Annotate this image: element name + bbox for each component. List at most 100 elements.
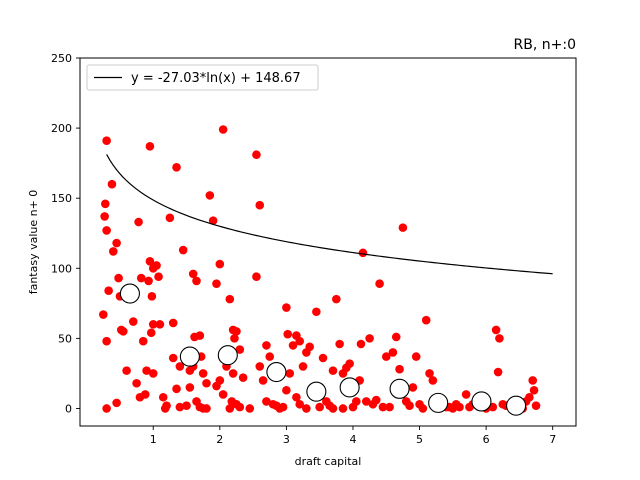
data-point-48 [185,383,195,392]
data-point-117 [345,359,354,368]
plot-area [80,58,576,426]
legend: y = -27.03*ln(x) + 148.67 [86,64,319,91]
data-point-113 [332,294,341,304]
data-point-29 [154,272,163,282]
data-point-49 [188,269,198,279]
data-point-69 [230,334,239,343]
data-point-149 [461,390,471,399]
bin-mean-markers [119,283,527,416]
y-axis-label: fantasy value n+ 0 [27,190,40,295]
data-point-16 [102,404,111,413]
data-point-39 [165,213,175,223]
data-point-118 [328,404,338,413]
x-axis: 1 2 3 4 5 6 7 [150,426,556,446]
data-point-94 [283,329,293,339]
data-point-112 [328,366,338,375]
x-axis-label: draft capital [295,455,362,468]
data-point-72 [228,369,238,378]
data-point-62 [208,216,218,225]
data-point-133 [395,364,404,374]
data-point-154 [491,325,501,335]
data-point-90 [255,362,265,371]
bin-mean-marker-6 [389,378,410,399]
data-point-2 [100,212,109,221]
data-point-46 [175,402,185,412]
data-point-64 [215,259,225,269]
data-point-73 [235,345,245,354]
data-point-42 [168,318,178,328]
data-point-18 [132,378,141,388]
data-point-30 [148,320,158,329]
bin-mean-marker-2 [217,345,238,366]
data-point-6 [108,247,118,256]
data-point-83 [255,200,265,210]
data-point-140 [418,404,428,413]
data-point-169 [451,399,461,409]
y-tick-label-100: 100 [51,262,72,275]
data-point-102 [292,392,301,402]
data-point-44 [175,362,185,371]
data-point-50 [192,276,201,286]
data-point-5 [112,238,121,248]
data-point-175 [278,402,288,412]
data-point-134 [398,223,408,232]
data-point-109 [318,353,328,363]
data-point-95 [288,341,298,350]
bin-mean-marker-4 [306,381,327,402]
data-point-100 [285,369,295,378]
data-point-85 [262,341,271,350]
data-point-163 [528,376,538,385]
data-point-107 [312,307,321,317]
data-point-33 [142,366,151,375]
data-point-82 [252,150,261,160]
data-point-32 [155,320,165,329]
data-point-86 [265,352,275,361]
data-point-0 [102,136,111,146]
data-point-176 [245,404,255,413]
data-point-101 [282,385,291,395]
data-point-47 [182,401,191,410]
data-point-172 [378,402,388,412]
bin-mean-marker-3 [266,361,287,383]
bin-mean-marker-9 [506,395,527,416]
y-tick-label-0: 0 [65,402,72,415]
data-point-97 [295,336,305,346]
data-point-36 [158,392,168,402]
data-point-43 [168,353,178,363]
data-point-3 [102,226,111,235]
x-tick-label-5: 5 [416,433,423,446]
x-tick-label-2: 2 [216,433,223,446]
data-point-20 [138,336,148,346]
data-point-124 [361,397,371,406]
data-point-132 [391,332,401,342]
data-point-136 [405,401,414,410]
data-point-34 [148,369,158,378]
data-point-12 [118,327,128,336]
data-point-31 [146,328,156,338]
data-point-164 [529,385,539,395]
x-tick-label-1: 1 [150,433,157,446]
data-point-80 [238,373,248,382]
data-point-14 [122,366,131,375]
data-point-156 [493,367,503,377]
data-point-103 [295,399,305,409]
data-point-75 [212,381,221,391]
plot-frame [79,57,577,427]
data-point-79 [235,402,245,412]
data-point-57 [202,378,211,388]
data-point-168 [465,402,474,412]
data-point-70 [232,327,241,336]
data-point-128 [375,279,384,289]
data-point-4 [107,179,117,189]
legend-fit-label: y = -27.03*ln(x) + 148.67 [131,71,301,86]
data-point-13 [102,336,111,346]
chart-title: RB, n+:0 [514,37,576,53]
data-point-63 [212,279,221,289]
y-tick-label-50: 50 [58,332,72,345]
data-point-61 [205,191,215,200]
data-point-21 [134,217,143,227]
data-point-105 [305,342,314,352]
legend-box [86,64,319,91]
data-point-165 [531,401,541,410]
